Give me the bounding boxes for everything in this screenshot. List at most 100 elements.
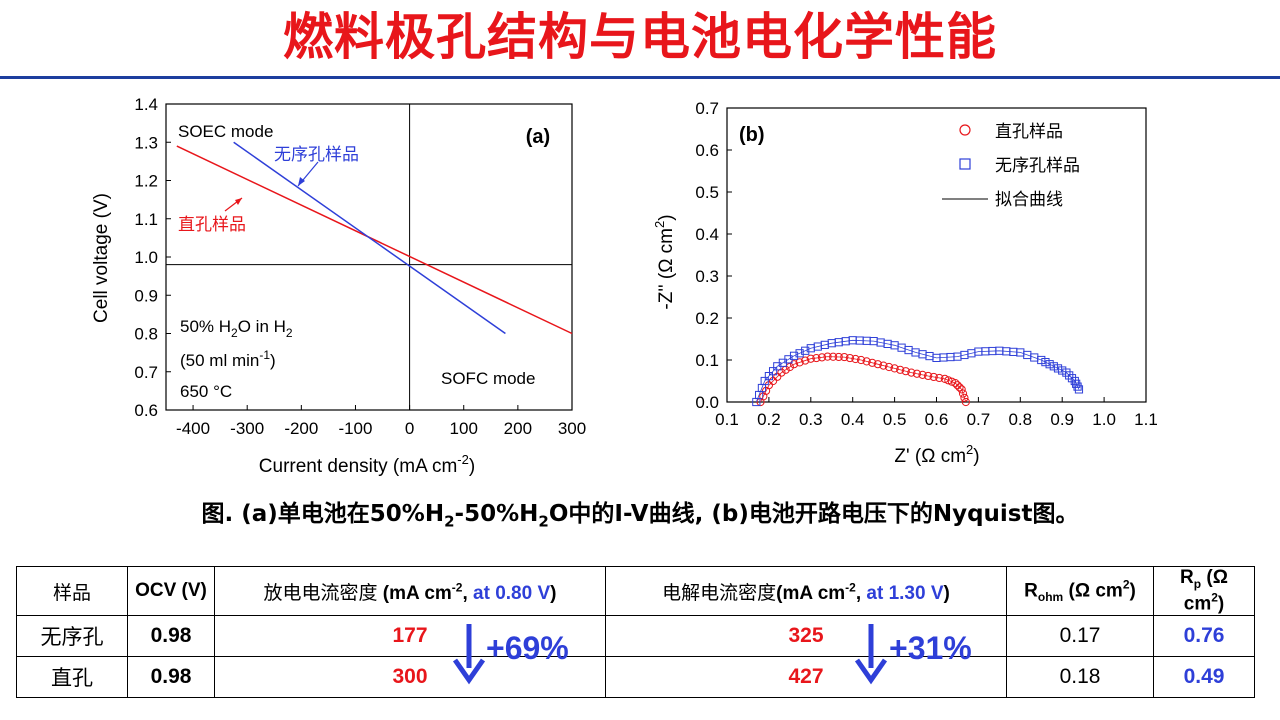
random-pore-label: 无序孔样品 (274, 145, 359, 165)
iv-x-tick-label: 100 (450, 419, 478, 438)
header-electrolysis: 电解电流密度(mA cm-2, at 1.30 V) (605, 565, 1007, 617)
iv-x-ticks: -400 -300 -200 -100 0 100 200 300 (176, 405, 586, 438)
sofc-mode-label: SOFC mode (441, 369, 535, 388)
nyquist-point-straight-pore (924, 371, 933, 381)
legend-random-pore: 无序孔样品 (995, 156, 1080, 176)
nyquist-point-straight-pore (868, 358, 877, 367)
nyquist-x-tick-label: 0.5 (883, 410, 907, 429)
iv-y-tick-label: 0.7 (134, 363, 158, 382)
nyquist-y-axis-label: -Z'' (Ω cm2) (652, 214, 677, 309)
nyquist-point-random-pore (1045, 360, 1054, 369)
nyquist-point-straight-pore (801, 356, 810, 365)
header-rohm: Rohm (Ω cm2) (1006, 565, 1154, 617)
condition-flow: (50 ml min-1) (180, 348, 276, 370)
iv-y-tick-label: 0.9 (134, 286, 158, 305)
figure-caption: 图. (a)单电池在50%H2-50%H2O中的I-V曲线, (b)电池开路电压… (201, 501, 1079, 531)
nyquist-point-straight-pore (951, 379, 960, 388)
iv-x-tick-label: -300 (230, 419, 264, 438)
discharge-arrow-head (452, 658, 486, 685)
header-sample: 样品 (16, 565, 128, 617)
iv-x-tick-label: 0 (405, 419, 414, 438)
nyquist-y-tick-label: 0.4 (695, 225, 719, 244)
nyquist-point-straight-pore (935, 373, 944, 383)
nyquist-y-tick-label: 0.6 (695, 141, 719, 160)
nyquist-point-random-pore (1058, 366, 1067, 375)
iv-y-tick-label: 1.2 (134, 172, 158, 191)
nyquist-point-straight-pore (806, 354, 815, 363)
iv-y-tick-label: 1.0 (134, 248, 158, 267)
nyquist-point-straight-pore (879, 361, 888, 370)
nyquist-x-tick-label: 1.0 (1092, 410, 1116, 429)
electrolysis-gain-label: +31% (889, 630, 972, 666)
nyquist-point-straight-pore (901, 367, 910, 376)
nyquist-point-straight-pore (944, 376, 953, 385)
nyquist-point-straight-pore (929, 372, 938, 382)
nyquist-point-random-pore (764, 372, 773, 381)
nyquist-point-random-pore (789, 351, 799, 360)
legend-straight-pore: 直孔样品 (995, 122, 1063, 142)
nyquist-point-random-pore (1070, 376, 1079, 386)
nyquist-point-random-pore (1065, 371, 1074, 380)
iv-y-axis-label: Cell voltage (V) (91, 193, 112, 323)
nyquist-point-straight-pore (953, 381, 962, 390)
nyquist-x-tick-label: 0.9 (1050, 410, 1074, 429)
nyquist-point-straight-pore (918, 370, 927, 379)
soec-mode-label: SOEC mode (178, 122, 273, 141)
nyquist-point-straight-pore (890, 364, 899, 373)
nyquist-point-random-pore (1041, 358, 1050, 367)
cell-rohm: 0.18 (1006, 656, 1154, 699)
iv-series-straight-pore (176, 145, 573, 335)
nyquist-point-straight-pore (773, 372, 782, 381)
legend-fit-curve: 拟合曲线 (995, 190, 1063, 210)
charts-canvas: 0.6 0.7 0.8 0.9 1.0 1.1 1.2 1.3 1.4 -400 -300 -200… (91, 95, 1158, 477)
nyquist-x-tick-label: 0.8 (1008, 410, 1032, 429)
iv-x-axis-label: Current density (mA cm-2) (259, 452, 475, 477)
header-rp: Rp (Ω cm2) (1153, 565, 1255, 617)
nyquist-x-tick-label: 0.6 (925, 410, 949, 429)
nyquist-x-tick-label: 0.1 (715, 410, 739, 429)
nyquist-x-tick-label: 0.4 (841, 410, 865, 429)
straight-pore-label: 直孔样品 (178, 215, 246, 235)
straight-pore-pointer-head (235, 198, 242, 205)
nyquist-point-random-pore (1073, 382, 1082, 391)
electrolysis-arrow-head (854, 658, 888, 685)
nyquist-point-random-pore (1037, 355, 1046, 365)
cell-ocv: 0.98 (127, 656, 215, 699)
nyquist-point-straight-pore (873, 360, 882, 369)
nyquist-point-random-pore (1074, 385, 1084, 394)
nyquist-point-straight-pore (958, 389, 968, 398)
cell-sample: 无序孔 (16, 615, 128, 658)
nyquist-point-straight-pore (845, 353, 855, 363)
nyquist-x-tick-label: 0.7 (967, 410, 991, 429)
iv-x-tick-label: -100 (338, 419, 372, 438)
nyquist-point-random-pore (801, 346, 810, 355)
nyquist-point-straight-pore (957, 385, 966, 394)
condition-temperature: 650 °C (180, 382, 232, 401)
cell-electrolysis: 427 (605, 656, 1007, 699)
nyquist-point-straight-pore (777, 368, 786, 377)
nyquist-x-tick-label: 1.1 (1134, 410, 1158, 429)
nyquist-series-straight-pore (756, 352, 970, 407)
legend-square-marker (959, 158, 971, 170)
nyquist-y-tick-label: 0.1 (695, 351, 719, 370)
nyquist-y-ticks: 0.0 0.1 0.2 0.3 0.4 0.5 0.6 0.7 (695, 99, 732, 412)
nyquist-point-straight-pore (812, 353, 821, 363)
nyquist-point-straight-pore (768, 376, 778, 386)
condition-gas: 50% H2O in H2 (180, 317, 293, 340)
header-ocv: OCV (V) (127, 565, 215, 617)
iv-x-tick-label: -400 (176, 419, 210, 438)
iv-y-ticks: 0.6 0.7 0.8 0.9 1.0 1.1 1.2 1.3 1.4 (134, 95, 171, 420)
iv-series-random-pore (233, 141, 506, 335)
nyquist-point-straight-pore (884, 362, 894, 372)
nyquist-chart: 0.00.10.20.30.40.50.60.7 0.1 0.2 0.3 0.4 0.5… (652, 99, 1158, 467)
nyquist-point-random-pore (760, 376, 769, 386)
nyquist-point-straight-pore (912, 369, 922, 378)
iv-panel-label: (a) (526, 126, 550, 148)
nyquist-point-straight-pore (862, 357, 871, 366)
nyquist-point-straight-pore (896, 365, 905, 374)
nyquist-y-tick-label: 0.0 (695, 393, 719, 412)
nyquist-point-random-pore (1067, 374, 1077, 383)
table-row: 无序孔 0.98 177 325 0.17 0.76 (16, 615, 1255, 658)
cell-sample: 直孔 (16, 656, 128, 699)
